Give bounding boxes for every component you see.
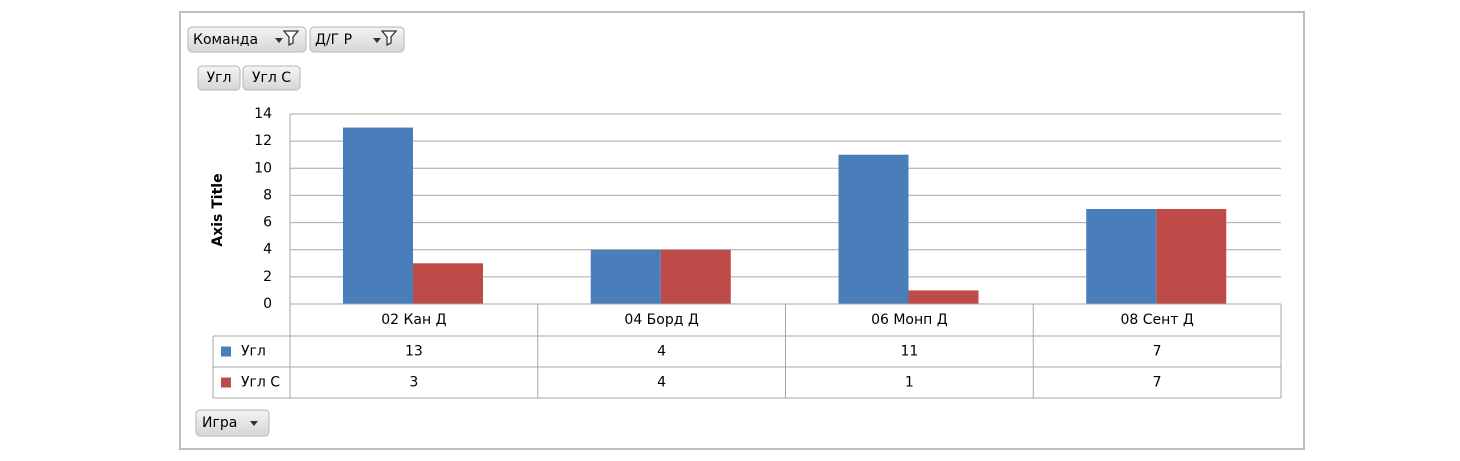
y-tick-label: 8 <box>263 187 272 203</box>
x-tick-label: 08 Сент Д <box>1120 312 1193 328</box>
bar <box>343 127 413 304</box>
filter-icon <box>282 30 300 47</box>
legend-label: Угл <box>241 344 266 360</box>
x-tick-label: 04 Борд Д <box>624 312 698 328</box>
table-value: 4 <box>657 375 666 391</box>
y-tick-label: 12 <box>254 133 272 149</box>
value-field-button[interactable] <box>197 65 241 91</box>
table-value: 13 <box>405 344 423 360</box>
filter-label: Д/Г Р <box>315 32 352 48</box>
bar <box>413 263 483 304</box>
table-value: 1 <box>905 375 914 391</box>
dropdown-arrow <box>275 38 283 43</box>
filter-label: Команда <box>193 32 258 48</box>
bar <box>1086 209 1157 304</box>
axis-field-label: Игра <box>202 415 237 431</box>
bar <box>590 249 661 304</box>
legend-swatch <box>221 377 231 388</box>
table-value: 4 <box>657 344 666 360</box>
y-tick-label: 2 <box>263 269 272 285</box>
dropdown-arrow <box>250 421 258 426</box>
x-tick-label: 06 Монп Д <box>871 312 948 328</box>
table-value: 11 <box>900 344 918 360</box>
bar <box>908 290 979 304</box>
dropdown-arrow <box>373 38 381 43</box>
bar <box>838 154 909 304</box>
value-field-label: Угл С <box>252 70 291 86</box>
table-value: 3 <box>409 375 418 391</box>
bar <box>660 249 731 304</box>
y-tick-label: 6 <box>263 215 272 231</box>
y-tick-label: 10 <box>254 160 272 176</box>
y-tick-label: 14 <box>254 106 272 122</box>
value-field-label: Угл <box>207 70 232 86</box>
legend-swatch <box>221 346 231 357</box>
filter-icon <box>380 30 398 47</box>
filter-button[interactable] <box>187 26 307 53</box>
y-tick-label: 4 <box>263 242 272 258</box>
bar <box>1156 209 1227 304</box>
legend-label: Угл С <box>241 375 280 391</box>
x-tick-label: 02 Кан Д <box>381 312 446 328</box>
axis-field-button[interactable] <box>195 409 270 437</box>
y-axis-title: Axis Title <box>210 173 226 246</box>
y-tick-label: 0 <box>263 296 272 312</box>
table-value: 7 <box>1153 344 1162 360</box>
table-value: 7 <box>1153 375 1162 391</box>
filter-button[interactable] <box>309 26 405 53</box>
value-field-button[interactable] <box>242 65 301 91</box>
